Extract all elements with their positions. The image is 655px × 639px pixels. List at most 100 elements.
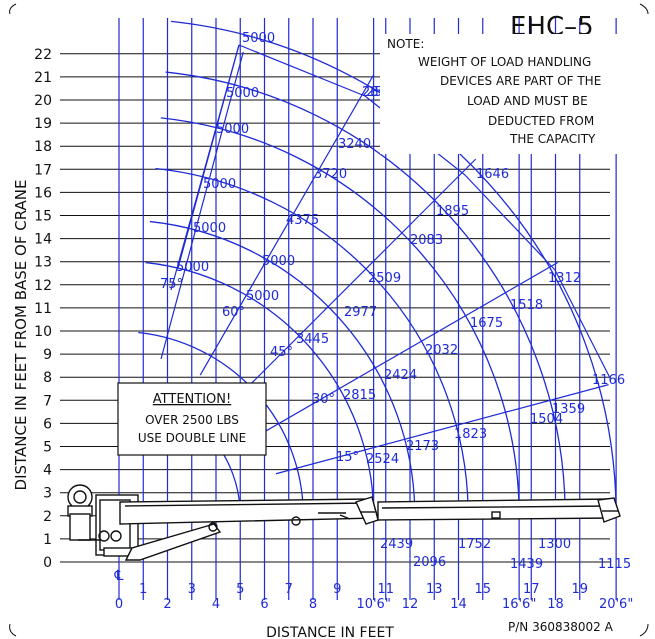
capacity-ray_60-5: 3240	[338, 137, 371, 152]
capacity-ray_0-3: 1439	[510, 557, 543, 572]
y-tick-5: 5	[43, 440, 52, 456]
envelope-chord-3	[464, 174, 556, 271]
y-tick-15: 15	[34, 209, 52, 225]
x-tick-0: 0	[115, 597, 123, 612]
y-tick-11: 11	[34, 301, 52, 317]
y-tick-2: 2	[43, 509, 52, 525]
capacity-ray_0-0: 2439	[380, 537, 413, 552]
y-tick-20: 20	[34, 93, 52, 109]
capacity-ray_60-2: 5000	[262, 254, 295, 269]
y-tick-16: 16	[34, 185, 52, 201]
arc-6	[165, 71, 566, 516]
capacity-ray_45-3: 2083	[410, 233, 443, 248]
x-tick-16: 16'6"	[502, 597, 536, 612]
y-axis-label: DISTANCE IN FEET FROM BASE OF CRANE	[12, 180, 30, 491]
x-tick-4: 4	[212, 597, 220, 612]
arc-3	[149, 220, 416, 516]
note-line-5: THE CAPACITY	[509, 132, 596, 146]
y-tick-14: 14	[34, 232, 52, 248]
capacity-ray_30-4: 1518	[510, 298, 543, 313]
x-tick-labels: 012345678910'6"111213141516'6"17181920'6…	[115, 582, 633, 612]
x-tick-14: 14	[450, 597, 467, 612]
note-line-0: NOTE:	[387, 37, 424, 51]
capacity-ray_0-4: 1300	[538, 537, 571, 552]
note-block: NOTE: WEIGHT OF LOAD HANDLING DEVICES AR…	[380, 34, 638, 154]
note-line-3: LOAD AND MUST BE	[467, 94, 588, 108]
note-line-2: DEVICES ARE PART OF THE	[440, 74, 601, 88]
x-tick-2: 2	[163, 597, 171, 612]
x-tick-20: 20'6"	[599, 597, 633, 612]
angle-label-3: 30°	[312, 392, 335, 407]
capacity-ray_45-1: 2977	[344, 305, 377, 320]
ray-75	[160, 51, 244, 360]
capacity-ray_75-3: 5000	[203, 177, 236, 192]
x-tick-12: 12	[402, 597, 419, 612]
y-tick-7: 7	[43, 393, 52, 409]
boom-angle-rays	[160, 44, 611, 475]
ray-45	[233, 158, 477, 402]
capacity-ray_15-3: 1504	[530, 412, 563, 427]
capacity-ray_30-2: 2032	[425, 343, 458, 358]
x-tick-7: 7	[285, 582, 293, 597]
corner-brackets	[9, 3, 649, 637]
capacity-ray_0-5: 1115	[598, 557, 631, 572]
capacity-ray_15-4: 1359	[552, 402, 585, 417]
ray-30	[259, 261, 559, 436]
y-tick-18: 18	[34, 139, 52, 155]
ray-60	[199, 74, 375, 376]
x-tick-18: 18	[547, 597, 564, 612]
capacity-ray_0-2: 1752	[458, 537, 491, 552]
capacity-labels: 5000 5000 5000 5000 5000 5000 5000 5000 4375 3720…	[176, 31, 631, 572]
capacity-ray_15-2: 1823	[454, 427, 487, 442]
x-tick-13: 13	[426, 582, 443, 597]
angle-label-4: 15°	[336, 450, 359, 465]
x-tick-10: 10'6"	[356, 597, 390, 612]
x-axis-label: DISTANCE IN FEET	[266, 625, 394, 639]
crane-illustration	[67, 484, 621, 561]
attention-line-1: OVER 2500 LBS	[145, 413, 239, 427]
capacity-ray_60-0: 5000	[176, 260, 209, 275]
angle-label-0: 75°	[160, 277, 183, 292]
capacity-ray_15-5: 1166	[592, 373, 625, 388]
capacity-ray_60-1: 5000	[246, 289, 279, 304]
capacity-ray_75-1: 5000	[226, 86, 259, 101]
y-tick-9: 9	[43, 347, 52, 363]
x-tick-17: 17	[523, 582, 540, 597]
capacity-ray_75-0: 5000	[242, 31, 275, 46]
y-tick-1: 1	[43, 532, 52, 548]
y-tick-3: 3	[43, 486, 52, 502]
y-tick-8: 8	[43, 370, 52, 386]
capacity-ray_45-0: 3445	[296, 332, 329, 347]
capacity-ray_75-2: 5000	[216, 122, 249, 137]
envelope-chord-4	[554, 269, 611, 379]
x-tick-19: 19	[571, 582, 588, 597]
capacity-ray_75-4: 5000	[193, 221, 226, 236]
capacity-ray_15-1: 2173	[406, 439, 439, 454]
y-tick-13: 13	[34, 255, 52, 271]
x-tick-1: 1	[139, 582, 147, 597]
x-tick-6: 6	[260, 597, 268, 612]
note-line-1: WEIGHT OF LOAD HANDLING	[418, 55, 591, 69]
ray-15	[275, 384, 609, 475]
capacity-ray_45-2: 2509	[368, 271, 401, 286]
arc-5	[160, 117, 520, 516]
y-tick-19: 19	[34, 116, 52, 132]
x-tick-9: 9	[333, 582, 341, 597]
y-tick-0: 0	[43, 555, 52, 571]
x-tick-11: 11	[377, 582, 394, 597]
attention-line-2: USE DOUBLE LINE	[138, 431, 246, 445]
x-tick-5: 5	[236, 582, 244, 597]
capacity-ray_30-0: 2815	[343, 388, 376, 403]
capacity-ray_0-1: 2096	[413, 555, 446, 570]
angle-label-2: 45°	[270, 345, 293, 360]
envelope-chord-1	[238, 44, 366, 97]
y-tick-4: 4	[43, 463, 52, 479]
y-tick-21: 21	[34, 70, 52, 86]
y-tick-17: 17	[34, 162, 52, 178]
y-tick-10: 10	[34, 324, 52, 340]
attention-box: ATTENTION! OVER 2500 LBS USE DOUBLE LINE	[117, 382, 267, 456]
centerline-mark: ℄	[114, 568, 124, 584]
part-number: P/N 360838002 A	[508, 620, 614, 634]
x-tick-3: 3	[188, 582, 196, 597]
